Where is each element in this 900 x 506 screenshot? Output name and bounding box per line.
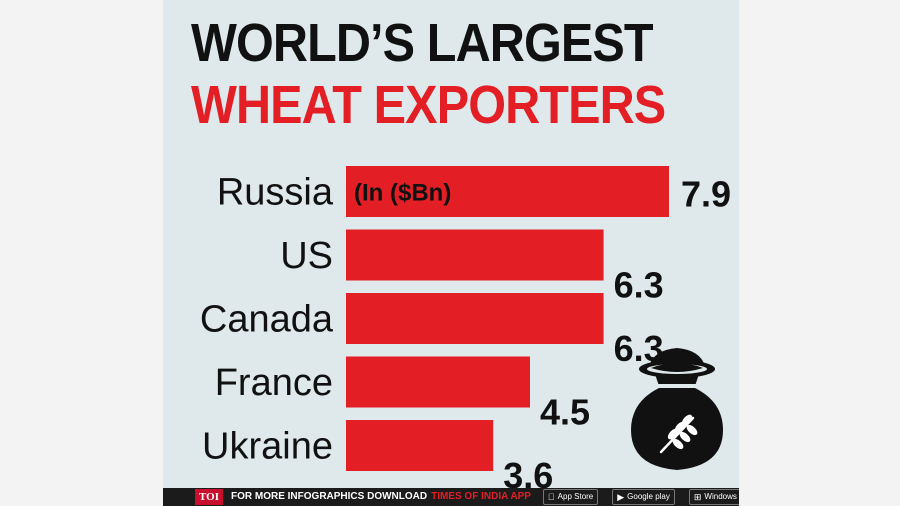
google-play-icon: ▶ [610, 492, 624, 502]
bar-ukraine [346, 420, 494, 471]
app-store-badge[interactable]:  App Store [542, 489, 599, 505]
google-play-badge[interactable]: ▶ Google play [612, 489, 675, 505]
value-label-us: 6.3 [614, 265, 664, 306]
windows-icon: ⊞ [687, 492, 702, 502]
bar-france [346, 356, 530, 408]
value-label-ukraine: 3.6 [503, 455, 553, 488]
value-label-russia: 7.9 [681, 174, 731, 215]
bar-canada [346, 293, 604, 344]
title-line-1: WORLD’S LARGEST [191, 13, 654, 73]
bar-russia [346, 166, 669, 217]
windows-phone-label: Windows Phone [697, 492, 739, 501]
windows-phone-badge[interactable]: ⊞ Windows Phone [687, 489, 739, 505]
bar-us [346, 229, 604, 281]
category-label-ukraine: Ukraine [202, 426, 333, 468]
footer-app-name: TIMES OF INDIA APP [431, 491, 531, 502]
category-label-france: France [215, 362, 333, 404]
bar-chart: Russia 7.9US6.3Canada6.3France4.5Ukraine3… [200, 166, 731, 488]
value-label-france: 4.5 [540, 392, 590, 433]
app-store-label: App Store [550, 492, 594, 501]
footer-bar: TOI FOR MORE INFOGRAPHICS DOWNLOAD TIMES… [163, 488, 739, 506]
apple-icon:  [548, 490, 555, 504]
wheat-sack-icon [631, 348, 723, 470]
category-label-us: US [280, 235, 333, 277]
unit-note: (In ($Bn) [354, 180, 451, 207]
infographic-card: WORLD’S LARGEST WHEAT EXPORTERS Russia 7.… [163, 0, 739, 506]
google-play-label: Google play [620, 492, 670, 501]
category-label-canada: Canada [200, 299, 334, 341]
footer-promo-text: FOR MORE INFOGRAPHICS DOWNLOAD [230, 491, 428, 502]
title-line-2: WHEAT EXPORTERS [191, 75, 666, 135]
toi-logo: TOI [195, 489, 223, 505]
category-label-russia: Russia [217, 172, 334, 214]
